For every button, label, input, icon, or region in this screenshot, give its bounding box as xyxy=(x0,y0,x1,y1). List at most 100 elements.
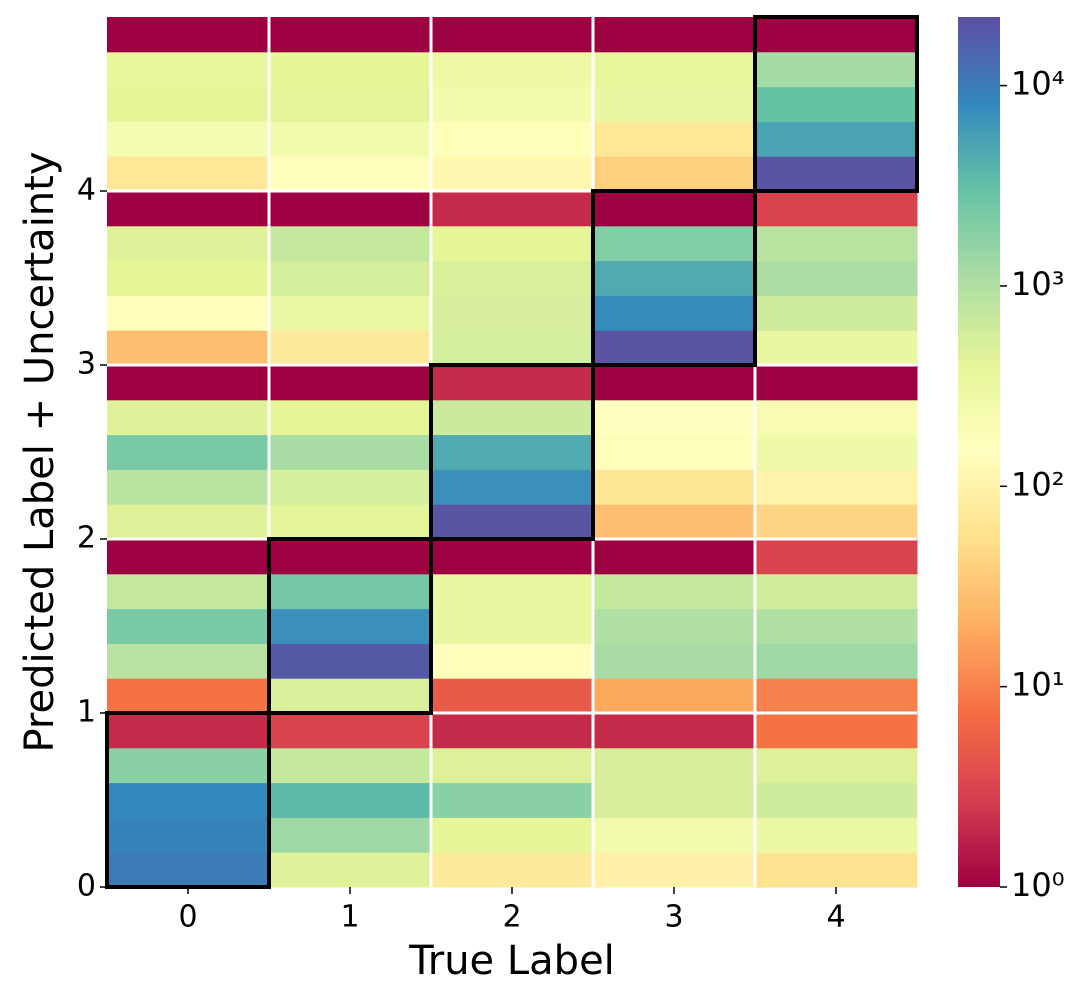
heatmap-cell xyxy=(593,643,756,679)
heatmap-cell xyxy=(755,747,918,784)
heatmap-cell xyxy=(107,51,270,88)
heatmap-cell xyxy=(269,643,432,679)
heatmap-cell xyxy=(593,225,756,262)
heatmap-cell xyxy=(431,469,594,505)
heatmap-cell xyxy=(755,86,918,122)
heatmap-cell xyxy=(755,330,918,366)
heatmap-cell xyxy=(431,713,594,749)
heatmap-cell xyxy=(755,434,918,470)
diagonal-box xyxy=(591,189,757,367)
heatmap-cell xyxy=(431,17,594,53)
heatmap-cell xyxy=(755,573,918,610)
heatmap-cell xyxy=(107,504,270,540)
heatmap-cell xyxy=(755,713,918,749)
heatmap-cell xyxy=(755,191,918,227)
heatmap-cell xyxy=(107,399,270,436)
heatmap-cell xyxy=(107,678,270,714)
heatmap-cell xyxy=(431,191,594,227)
y-tick-label: 2 xyxy=(77,521,96,556)
heatmap-cell xyxy=(755,469,918,505)
y-tick-label: 1 xyxy=(77,695,96,730)
x-axis-label: True Label xyxy=(408,938,615,984)
heatmap-cell xyxy=(269,747,432,784)
heatmap-cell xyxy=(431,573,594,610)
heatmap-cell xyxy=(431,504,594,540)
heatmap-cell xyxy=(269,260,432,296)
heatmap-cell xyxy=(107,365,270,401)
heatmap-cell xyxy=(593,608,756,644)
colorbar-tick-label: 10² xyxy=(1011,465,1065,503)
heatmap-cell xyxy=(755,51,918,88)
heatmap-cell xyxy=(269,434,432,470)
heatmap-cell xyxy=(431,51,594,88)
heatmap-cell xyxy=(593,504,756,540)
heatmap-cell xyxy=(593,365,756,401)
heatmap-cell xyxy=(107,852,270,888)
heatmap-cell xyxy=(431,678,594,714)
heatmap-cell xyxy=(107,469,270,505)
heatmap-cell xyxy=(269,86,432,122)
heatmap-cell xyxy=(269,156,432,192)
heatmap-cell xyxy=(107,573,270,610)
y-axis-label: Predicted Label + Uncertainty xyxy=(17,151,63,752)
heatmap-cell xyxy=(431,539,594,575)
heatmap-cell xyxy=(755,121,918,157)
diagonal-box xyxy=(267,537,433,715)
heatmap-cell xyxy=(755,539,918,575)
heatmap-cell xyxy=(755,399,918,436)
heatmap-cell xyxy=(107,330,270,366)
heatmap-cell xyxy=(593,51,756,88)
x-tick-label: 1 xyxy=(340,900,359,935)
heatmap-cell xyxy=(107,17,270,53)
y-tick-label: 3 xyxy=(77,347,96,382)
heatmap-cell xyxy=(593,260,756,296)
heatmap-cell xyxy=(593,852,756,888)
heatmap-cell xyxy=(755,852,918,888)
heatmap-cell xyxy=(755,225,918,262)
heatmap-cell xyxy=(107,539,270,575)
heatmap-cell xyxy=(269,608,432,644)
colorbar xyxy=(958,17,1000,887)
x-tick-label: 2 xyxy=(502,900,521,935)
heatmap-cell xyxy=(593,399,756,436)
heatmap-cell xyxy=(755,608,918,644)
y-tick-label: 0 xyxy=(77,869,96,904)
heatmap-cell xyxy=(431,295,594,331)
heatmap-cell xyxy=(107,643,270,679)
heatmap-cell xyxy=(269,330,432,366)
heatmap-cell xyxy=(269,539,432,575)
heatmap-cell xyxy=(593,539,756,575)
heatmap-cell xyxy=(107,295,270,331)
x-tick-label: 4 xyxy=(826,900,845,935)
heatmap-cell xyxy=(107,156,270,192)
colorbar-tick-label: 10⁴ xyxy=(1011,65,1065,103)
heatmap-cell xyxy=(107,191,270,227)
heatmap-cell xyxy=(269,782,432,818)
diagonal-box xyxy=(753,15,919,193)
colorbar-tick-label: 10¹ xyxy=(1011,666,1065,704)
heatmap-cell xyxy=(431,434,594,470)
heatmap-cell xyxy=(593,573,756,610)
diagonal-box xyxy=(429,363,595,541)
heatmap-cell xyxy=(431,608,594,644)
heatmap-cell xyxy=(431,817,594,853)
x-tick-label: 3 xyxy=(664,900,683,935)
heatmap-cell xyxy=(269,191,432,227)
heatmap-cell xyxy=(755,817,918,853)
heatmap-cell xyxy=(431,747,594,784)
heatmap-cell xyxy=(269,295,432,331)
heatmap-cell xyxy=(269,399,432,436)
heatmap-cell xyxy=(755,782,918,818)
heatmap-cell xyxy=(593,434,756,470)
heatmap-cell xyxy=(593,747,756,784)
heatmap-cell xyxy=(593,782,756,818)
heatmap-cell xyxy=(755,260,918,296)
heatmap-cell xyxy=(593,17,756,53)
heatmap-cell xyxy=(107,747,270,784)
heatmap-cell xyxy=(593,678,756,714)
heatmap-cell xyxy=(269,51,432,88)
heatmap-cell xyxy=(593,330,756,366)
heatmap-cell xyxy=(269,225,432,262)
heatmap-cell xyxy=(269,817,432,853)
